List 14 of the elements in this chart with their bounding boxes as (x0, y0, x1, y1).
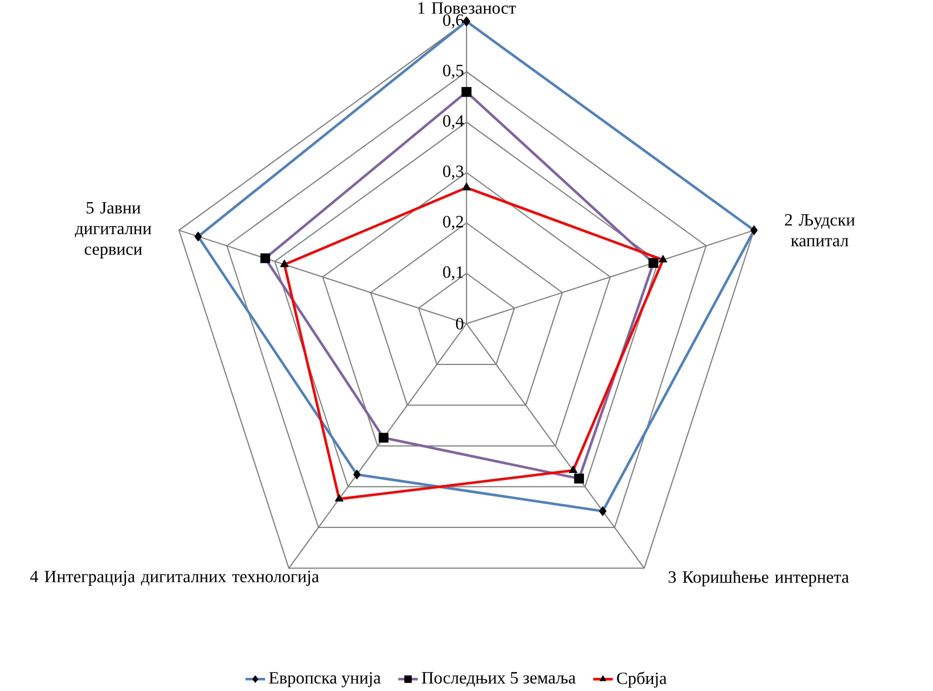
legend-label: Србија (617, 672, 667, 688)
spoke-label: 5 Јавни дигитални сервиси (74, 202, 152, 258)
legend-label: Последњих 5 земаља (422, 672, 576, 687)
y-tick-label: 0,5 (443, 64, 464, 79)
legend-label: Европска унија (269, 672, 381, 688)
spoke-label: 4 Интеграција дигиталних технологија (30, 570, 319, 586)
y-tick-label: 0,4 (443, 115, 464, 130)
spoke-label: 2 Људски капитал (785, 214, 855, 246)
y-tick-label: 0,1 (443, 266, 463, 280)
spoke-label: 1 Повезаност (418, 2, 516, 14)
y-tick-label: 0,2 (443, 216, 464, 230)
spoke-label: 3 Коришћење интернета (668, 570, 849, 586)
y-tick-label: 0 (456, 318, 464, 330)
y-tick-label: 0,3 (443, 165, 464, 180)
